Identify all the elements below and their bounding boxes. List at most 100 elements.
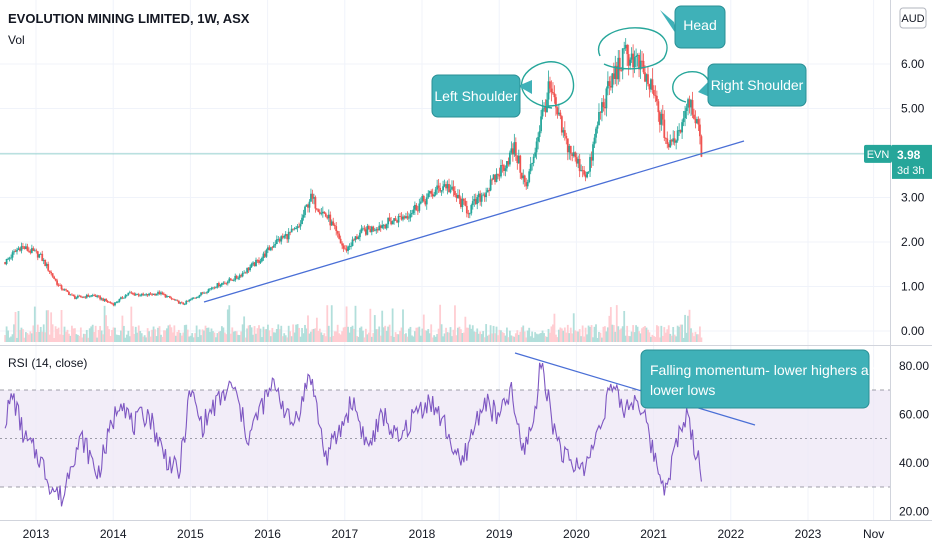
volume-bar	[149, 336, 152, 342]
candle-body	[531, 163, 534, 165]
candle-body	[333, 225, 336, 227]
volume-bar	[522, 325, 525, 342]
volume-bar	[467, 327, 470, 342]
candle-body	[397, 215, 400, 223]
volume-bar	[465, 327, 468, 342]
candle-body	[528, 171, 531, 182]
candle-body	[332, 221, 335, 226]
rsi-axis[interactable]: 20.00 40.00 60.00 80.00	[899, 359, 929, 519]
volume-bar	[682, 337, 685, 342]
candle-body	[60, 285, 63, 290]
volume-bar	[151, 329, 153, 342]
candle-body	[164, 294, 167, 298]
volume-bar	[170, 327, 173, 342]
volume-bar	[305, 328, 308, 342]
candle-body	[118, 298, 121, 302]
volume-bar	[229, 333, 232, 342]
candle-body	[313, 197, 315, 199]
volume-bar	[148, 331, 151, 342]
volume-bar	[569, 327, 572, 342]
volume-bar	[633, 332, 636, 342]
volume-bar	[440, 324, 443, 342]
candle-body	[139, 295, 142, 297]
candle-body	[140, 293, 143, 296]
volume-bar	[313, 328, 315, 342]
candle-body	[495, 173, 498, 182]
volume-bar	[19, 329, 21, 342]
candle-body	[19, 248, 21, 251]
left-shoulder-callout[interactable]: Left Shoulder	[431, 74, 532, 118]
candle-body	[651, 79, 654, 90]
candle-body	[42, 259, 45, 261]
volume-bar	[694, 331, 697, 342]
candle-body	[654, 95, 657, 97]
candle-body	[125, 294, 128, 296]
candle-body	[56, 280, 58, 285]
volume-bar	[442, 336, 444, 342]
bar-countdown: 3d 3h	[897, 165, 925, 177]
volume-bar	[216, 333, 219, 342]
volume-bar	[357, 336, 360, 342]
volume-bar	[120, 330, 122, 342]
volume-bar	[348, 332, 351, 342]
volume-bar	[296, 324, 299, 342]
volume-bar	[553, 313, 556, 342]
candle-body	[102, 298, 105, 301]
candle-body	[326, 216, 329, 219]
volume-bar	[45, 310, 48, 342]
volume-bar	[44, 332, 47, 342]
volume-bar	[672, 327, 675, 342]
volume-bar	[108, 329, 110, 342]
volume-bar	[335, 331, 338, 342]
candle-body	[272, 245, 275, 248]
volume-bar	[666, 329, 669, 342]
momentum-callout[interactable]: Falling momentum- lower highers and lowe…	[640, 349, 884, 409]
volume-bar	[418, 326, 421, 342]
currency-button[interactable]	[899, 7, 927, 29]
candle-body	[687, 99, 689, 108]
volume-bar	[200, 335, 202, 342]
volume-bar	[645, 327, 648, 342]
candle-body	[461, 198, 464, 207]
volume-bar	[39, 326, 42, 342]
volume-bar	[428, 333, 431, 342]
volume-bar	[534, 332, 537, 342]
volume-bar	[526, 330, 529, 342]
candle-body	[310, 193, 312, 202]
volume-bar	[326, 305, 329, 342]
candle-body	[362, 228, 364, 230]
volume-bar	[66, 329, 69, 342]
volume-bar	[394, 332, 397, 342]
candle-body	[25, 246, 27, 249]
rsi-tick-label: 20.00	[899, 504, 929, 518]
candle-body	[262, 253, 265, 258]
candle-body	[298, 226, 300, 228]
candle-body	[366, 226, 369, 235]
candle-body	[672, 138, 675, 142]
candle-body	[243, 272, 246, 274]
candle-body	[206, 292, 208, 293]
volume-bar	[491, 333, 493, 342]
rsi-divergence-trendline[interactable]	[514, 352, 756, 426]
volume-bar	[525, 337, 528, 342]
candle-body	[553, 93, 556, 98]
head-callout[interactable]: Head	[660, 5, 726, 49]
right-shoulder-callout[interactable]: Right Shoulder	[698, 63, 807, 107]
volume-bar	[256, 328, 259, 342]
candle-body	[240, 275, 243, 277]
time-axis[interactable]: 2013 2014 2015 2016 2017 2018 2019 2020 2021 2022…	[23, 527, 885, 541]
volume-bar	[332, 335, 335, 342]
volume-bar	[59, 334, 61, 342]
candle-body	[90, 295, 93, 297]
volume-bar	[538, 333, 541, 342]
volume-bar	[684, 314, 686, 342]
volume-bar	[669, 333, 672, 342]
candle-body	[269, 247, 272, 251]
candle-body	[691, 100, 694, 115]
candle-body	[580, 170, 583, 172]
volume-bar	[91, 324, 94, 342]
volume-bar	[155, 336, 158, 342]
neckline-trendline[interactable]	[203, 140, 745, 303]
volume-bar	[482, 331, 485, 342]
